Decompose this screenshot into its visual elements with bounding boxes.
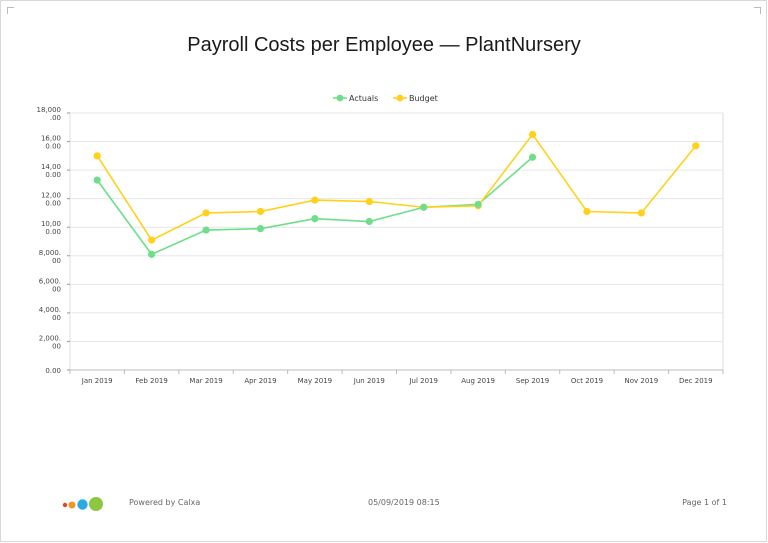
- corner-mark: [7, 7, 14, 14]
- y-tick-label: 8,000. 00: [39, 249, 61, 265]
- y-tick-label: 6,000. 00: [39, 277, 61, 293]
- actuals-point: [528, 153, 537, 161]
- x-tick-label: Feb 2019: [135, 377, 167, 385]
- legend-marker: [336, 94, 344, 102]
- budget-point: [93, 152, 101, 160]
- legend-marker: [396, 94, 404, 102]
- budget-point: [528, 130, 537, 139]
- y-tick-label: 16,00 0.00: [41, 135, 61, 151]
- legend-label: Actuals: [349, 94, 378, 103]
- y-tick-label: 4,000. 00: [39, 306, 61, 322]
- y-tick-label: 10,00 0.00: [41, 220, 61, 236]
- x-tick-label: Jun 2019: [353, 377, 385, 385]
- budget-line: [96, 133, 697, 242]
- x-tick-label: Aug 2019: [461, 377, 495, 385]
- budget-point: [311, 196, 319, 204]
- actuals-point: [202, 226, 210, 234]
- calxa-logo: [62, 497, 103, 511]
- x-tick-label: Sep 2019: [516, 377, 549, 385]
- y-tick-label: 12,00 0.00: [41, 192, 61, 208]
- actuals-point: [365, 217, 373, 226]
- y-tick-label: 18,000.00: [37, 106, 62, 122]
- x-tick-label: Jul 2019: [408, 377, 438, 385]
- timestamp: 05/09/2019 08:15: [368, 498, 440, 507]
- logo-dot: [62, 502, 68, 508]
- budget-point: [692, 142, 700, 150]
- x-tick-label: Jan 2019: [81, 377, 113, 385]
- plot-area: [69, 112, 724, 371]
- logo-dot: [68, 501, 76, 509]
- y-tick-label: 0.00: [45, 367, 61, 375]
- line-chart: 0.00 2,000. 00 4,000. 00 6,000. 00 8,000. 00 10,0…: [37, 94, 724, 385]
- actuals-point: [93, 176, 101, 184]
- logo-dot: [89, 497, 103, 511]
- y-tick-label: 2,000. 00: [39, 334, 61, 350]
- actuals-point: [474, 200, 482, 208]
- actuals-point: [148, 250, 156, 258]
- x-tick-label: Nov 2019: [625, 377, 659, 385]
- logo-dot: [77, 499, 88, 510]
- legend-label: Budget: [409, 94, 438, 103]
- actuals-point: [256, 225, 265, 233]
- x-tick-label: Dec 2019: [679, 377, 713, 385]
- budget-point: [202, 209, 210, 217]
- x-tick-label: Oct 2019: [571, 377, 603, 385]
- budget-point: [637, 209, 645, 217]
- footer: Powered by Calxa 05/09/2019 08:15 Page 1…: [0, 494, 768, 514]
- chart-title: Payroll Costs per Employee — PlantNurser…: [187, 34, 581, 56]
- actuals-point: [311, 215, 319, 223]
- powered-by-text: Powered by Calxa: [129, 498, 201, 507]
- corner-mark: [754, 7, 761, 14]
- x-tick-label: May 2019: [298, 377, 333, 385]
- page-number: Page 1 of 1: [682, 498, 727, 507]
- budget-point: [365, 197, 373, 206]
- x-tick-label: Mar 2019: [189, 377, 222, 385]
- budget-point: [583, 207, 591, 216]
- budget-point: [256, 207, 265, 216]
- y-tick-label: 14,00 0.00: [41, 163, 61, 179]
- actuals-point: [420, 203, 428, 211]
- budget-point: [148, 236, 156, 244]
- x-tick-label: Apr 2019: [244, 377, 276, 385]
